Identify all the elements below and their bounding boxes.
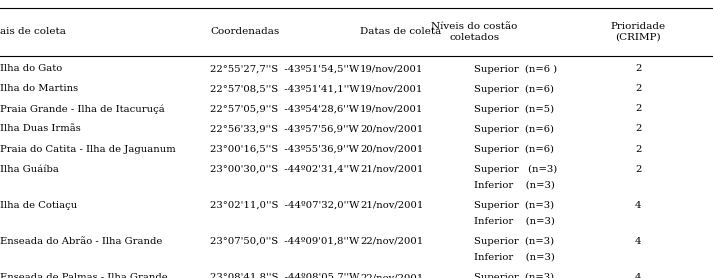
Text: Datas de coleta: Datas de coleta — [360, 28, 441, 36]
Text: Coordenadas: Coordenadas — [210, 28, 279, 36]
Text: 4: 4 — [635, 201, 642, 210]
Text: 23°00'16,5''S  -43º55'36,9''W: 23°00'16,5''S -43º55'36,9''W — [210, 145, 359, 153]
Text: Enseada do Abrão - Ilha Grande: Enseada do Abrão - Ilha Grande — [0, 237, 163, 246]
Text: Ilha Duas Irmãs: Ilha Duas Irmãs — [0, 125, 81, 133]
Text: Prioridade
(CRIMP): Prioridade (CRIMP) — [610, 22, 666, 42]
Text: ais de coleta: ais de coleta — [0, 28, 66, 36]
Text: 19/nov/2001: 19/nov/2001 — [360, 85, 424, 93]
Text: 2: 2 — [635, 145, 641, 153]
Text: 22/nov/2001: 22/nov/2001 — [360, 237, 424, 246]
Text: Superior  (n=6): Superior (n=6) — [474, 125, 554, 133]
Text: Inferior    (n=3): Inferior (n=3) — [474, 217, 555, 226]
Text: Superior  (n=5): Superior (n=5) — [474, 105, 554, 113]
Text: 2: 2 — [635, 85, 641, 93]
Text: 23°07'50,0''S  -44º09'01,8''W: 23°07'50,0''S -44º09'01,8''W — [210, 237, 359, 246]
Text: 22°56'33,9''S  -43º57'56,9''W: 22°56'33,9''S -43º57'56,9''W — [210, 125, 359, 133]
Text: 20/nov/2001: 20/nov/2001 — [360, 125, 424, 133]
Text: Superior  (n=3): Superior (n=3) — [474, 237, 554, 246]
Text: Superior  (n=3): Superior (n=3) — [474, 201, 554, 210]
Text: Praia do Catita - Ilha de Jaguanum: Praia do Catita - Ilha de Jaguanum — [0, 145, 175, 153]
Text: 2: 2 — [635, 64, 641, 73]
Text: 22°57'05,9''S  -43º54'28,6''W: 22°57'05,9''S -43º54'28,6''W — [210, 105, 359, 113]
Text: Inferior    (n=3): Inferior (n=3) — [474, 253, 555, 262]
Text: Superior  (n=3): Superior (n=3) — [474, 273, 554, 278]
Text: Inferior    (n=3): Inferior (n=3) — [474, 180, 555, 190]
Text: 21/nov/2001: 21/nov/2001 — [360, 201, 424, 210]
Text: 2: 2 — [635, 125, 641, 133]
Text: Superior   (n=3): Superior (n=3) — [474, 165, 558, 174]
Text: 22°55'27,7''S  -43º51'54,5''W: 22°55'27,7''S -43º51'54,5''W — [210, 64, 359, 73]
Text: 23°02'11,0''S  -44º07'32,0''W: 23°02'11,0''S -44º07'32,0''W — [210, 201, 360, 210]
Text: Superior  (n=6): Superior (n=6) — [474, 85, 554, 93]
Text: Níveis do costão
coletados: Níveis do costão coletados — [431, 22, 518, 42]
Text: 22°57'08,5''S  -43º51'41,1''W: 22°57'08,5''S -43º51'41,1''W — [210, 85, 360, 93]
Text: Praia Grande - Ilha de Itacuruçá: Praia Grande - Ilha de Itacuruçá — [0, 104, 165, 114]
Text: Ilha de Cotiaçu: Ilha de Cotiaçu — [0, 201, 77, 210]
Text: 22/nov/2001: 22/nov/2001 — [360, 273, 424, 278]
Text: 2: 2 — [635, 105, 641, 113]
Text: 23°08'41,8''S  -44º08'05,7''W: 23°08'41,8''S -44º08'05,7''W — [210, 273, 360, 278]
Text: Enseada de Palmas - Ilha Grande: Enseada de Palmas - Ilha Grande — [0, 273, 168, 278]
Text: 20/nov/2001: 20/nov/2001 — [360, 145, 424, 153]
Text: 21/nov/2001: 21/nov/2001 — [360, 165, 424, 174]
Text: Ilha Guáíba: Ilha Guáíba — [0, 165, 59, 174]
Text: Ilha do Martins: Ilha do Martins — [0, 85, 78, 93]
Text: Superior  (n=6 ): Superior (n=6 ) — [474, 64, 558, 73]
Text: 4: 4 — [635, 273, 642, 278]
Text: 4: 4 — [635, 237, 642, 246]
Text: 23°00'30,0''S  -44º02'31,4''W: 23°00'30,0''S -44º02'31,4''W — [210, 165, 360, 174]
Text: Ilha do Gato: Ilha do Gato — [0, 64, 62, 73]
Text: 2: 2 — [635, 165, 641, 174]
Text: 19/nov/2001: 19/nov/2001 — [360, 64, 424, 73]
Text: Superior  (n=6): Superior (n=6) — [474, 145, 554, 153]
Text: 19/nov/2001: 19/nov/2001 — [360, 105, 424, 113]
